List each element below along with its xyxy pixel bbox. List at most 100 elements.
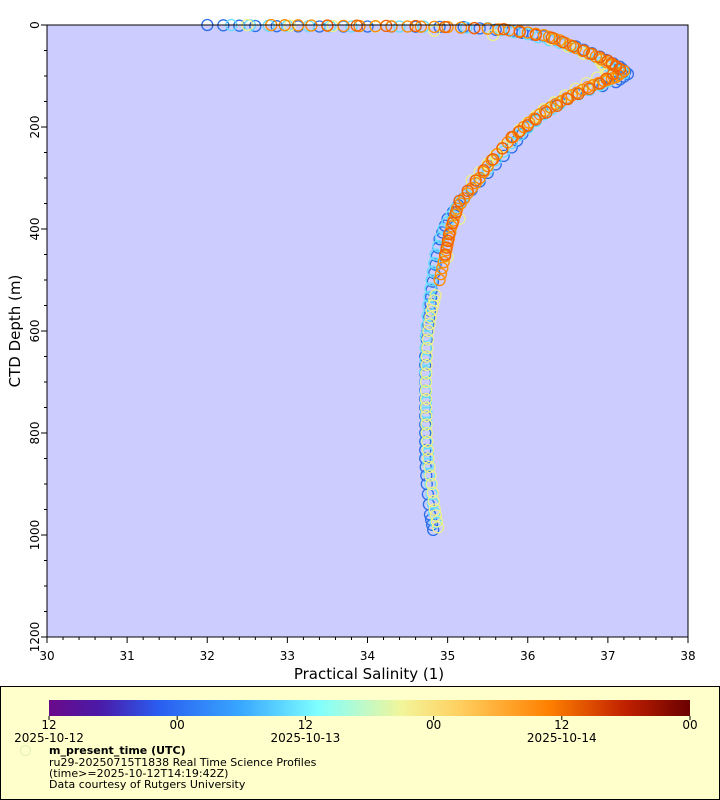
- x-tick-label: 34: [360, 649, 375, 663]
- y-tick-label: 600: [28, 320, 42, 343]
- data-point-orange: [454, 21, 468, 34]
- data-point-dark-orange: [585, 47, 599, 61]
- data-point-dark-orange: [477, 164, 490, 177]
- data-point-yellow: [422, 324, 435, 338]
- data-point-yellow: [423, 460, 436, 474]
- data-point-yellow: [420, 350, 433, 363]
- data-point-dark-orange: [545, 31, 558, 44]
- x-tick-label: 35: [440, 649, 455, 663]
- data-point-dark-orange: [443, 227, 456, 241]
- colorbar-gradient: [49, 700, 690, 716]
- x-tick-label: 32: [200, 649, 215, 663]
- data-point-dark-orange: [529, 113, 542, 126]
- data-point-blue: [429, 258, 442, 271]
- data-point-dark-orange: [521, 119, 534, 132]
- data-points: [201, 18, 635, 537]
- data-point-yellow: [421, 435, 434, 448]
- data-point-dark-orange: [380, 19, 393, 33]
- data-point-orange: [569, 41, 582, 55]
- data-point-dark-orange: [583, 82, 596, 95]
- data-point-yellow: [425, 304, 438, 317]
- x-tick-label: 33: [280, 649, 295, 663]
- colorbar-date-label: 2025-10-12: [14, 731, 84, 745]
- data-point-dark-orange: [438, 20, 452, 34]
- data-point-dark-orange: [439, 248, 452, 261]
- data-point-cyan: [429, 248, 442, 261]
- data-point-dark-orange: [497, 22, 510, 36]
- data-point-blue: [249, 19, 262, 33]
- data-point-yellow: [428, 503, 441, 516]
- data-point-dark-orange: [453, 194, 466, 208]
- data-point-yellow: [431, 521, 445, 534]
- data-point-dark-orange: [450, 205, 463, 219]
- data-point-cyan: [393, 20, 406, 33]
- data-point-yellow: [421, 341, 434, 355]
- data-point-yellow: [420, 409, 433, 423]
- colorbar-date-label: 2025-10-13: [271, 731, 341, 745]
- data-point-yellow: [420, 418, 433, 431]
- data-point-dark-orange: [350, 19, 363, 32]
- colorbar-hour-label: 12: [554, 718, 569, 732]
- data-point-dark-orange: [572, 87, 585, 101]
- data-point-dark-orange: [529, 28, 542, 42]
- data-point-yellow: [419, 401, 433, 414]
- data-point-yellow: [424, 311, 437, 324]
- colorbar-hour-label: 00: [682, 718, 697, 732]
- y-tick-label: 800: [28, 422, 42, 445]
- x-tick-label: 36: [520, 649, 535, 663]
- legend-dataset-title: ru29-20250715T1838 Real Time Science Pro…: [49, 756, 317, 769]
- data-point-dark-orange: [513, 125, 526, 138]
- data-point-yellow: [420, 367, 433, 380]
- colorbar-date-label: 2025-10-14: [527, 731, 597, 745]
- data-point-cyan: [421, 447, 435, 460]
- data-point-orange: [414, 20, 428, 33]
- x-axis: 30 31 32 33 34 35 36 37 38: [39, 637, 696, 663]
- y-tick-label: 1200: [28, 622, 42, 653]
- data-point-orange: [587, 79, 600, 92]
- data-point-dark-orange: [561, 92, 574, 106]
- data-point-dark-orange: [446, 216, 459, 230]
- data-point-dark-orange: [513, 25, 526, 39]
- data-point-yellow: [420, 426, 433, 440]
- data-point-yellow: [419, 392, 433, 406]
- data-point-cyan: [419, 396, 433, 409]
- data-point-yellow: [497, 140, 510, 153]
- data-point-orange: [433, 273, 446, 287]
- data-point-yellow: [423, 318, 436, 331]
- colorbar-hour-label: 00: [426, 718, 441, 732]
- colorbar-hour-label: 12: [298, 718, 313, 732]
- data-point-dark-orange: [440, 241, 453, 254]
- data-point-yellow: [424, 469, 437, 482]
- data-point-yellow: [421, 333, 435, 346]
- data-point-dark-orange: [540, 106, 553, 119]
- data-point-cyan: [420, 319, 433, 333]
- data-point-yellow: [420, 358, 433, 372]
- data-point-dark-orange: [441, 234, 455, 248]
- x-tick-label: 38: [680, 649, 695, 663]
- data-point-yellow: [426, 299, 440, 312]
- data-point-orange: [521, 26, 534, 39]
- data-point-orange: [612, 68, 625, 82]
- data-point-orange: [537, 29, 550, 42]
- data-point-yellow: [419, 384, 433, 397]
- data-point-dark-orange: [461, 184, 474, 197]
- y-tick-label: 200: [28, 116, 42, 139]
- y-tick-label: 1000: [28, 520, 42, 551]
- x-tick-label: 31: [119, 649, 134, 663]
- data-point-cyan: [425, 488, 438, 501]
- data-point-blue: [426, 275, 440, 288]
- legend-constraint: (time>=2025-10-12T14:19:42Z): [49, 767, 229, 780]
- data-point-dark-orange: [486, 153, 500, 166]
- data-point-dark-orange: [609, 59, 623, 73]
- x-tick-label: 30: [39, 649, 54, 663]
- y-tick-label: 0: [28, 21, 42, 29]
- data-point-blue: [473, 22, 486, 35]
- y-axis: 0 200 400 600 800 1000 1200: [28, 21, 47, 652]
- data-point-dark-orange: [550, 99, 564, 112]
- data-point-dark-orange: [469, 174, 482, 187]
- data-point-yellow: [421, 443, 435, 457]
- data-point-yellow: [426, 486, 439, 499]
- legend-credit: Data courtesy of Rutgers University: [49, 778, 246, 791]
- data-point-cyan: [434, 231, 448, 244]
- colorbar-hour-label: 00: [170, 718, 185, 732]
